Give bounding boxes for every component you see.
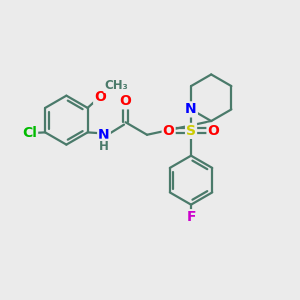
Text: H: H — [99, 140, 109, 153]
Text: Cl: Cl — [22, 126, 37, 140]
Text: S: S — [186, 124, 196, 138]
Text: N: N — [185, 102, 197, 116]
Text: F: F — [186, 210, 196, 224]
Text: O: O — [120, 94, 131, 108]
Text: O: O — [163, 124, 175, 138]
Text: O: O — [208, 124, 219, 138]
Text: O: O — [94, 89, 106, 103]
Text: N: N — [98, 128, 110, 142]
Text: CH₃: CH₃ — [104, 79, 128, 92]
